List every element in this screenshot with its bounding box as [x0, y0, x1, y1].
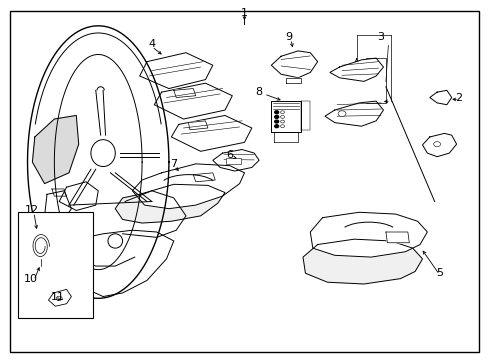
Polygon shape — [300, 101, 310, 130]
Polygon shape — [154, 83, 232, 119]
Polygon shape — [310, 212, 427, 257]
Text: 11: 11 — [51, 292, 65, 302]
Circle shape — [280, 125, 284, 128]
Text: 9: 9 — [284, 32, 291, 41]
Polygon shape — [212, 149, 259, 171]
Text: 10: 10 — [24, 274, 38, 284]
Polygon shape — [325, 101, 383, 126]
Bar — [18, 212, 93, 318]
Polygon shape — [273, 132, 298, 142]
Circle shape — [433, 141, 440, 147]
Polygon shape — [303, 239, 422, 284]
Circle shape — [56, 296, 62, 301]
Polygon shape — [429, 90, 451, 105]
Polygon shape — [285, 78, 300, 83]
Polygon shape — [171, 116, 251, 151]
Polygon shape — [193, 173, 215, 182]
Polygon shape — [173, 89, 195, 98]
Circle shape — [274, 116, 278, 118]
Polygon shape — [422, 134, 456, 157]
Circle shape — [274, 111, 278, 114]
Text: 2: 2 — [454, 93, 462, 103]
Circle shape — [274, 125, 278, 128]
Text: 3: 3 — [377, 32, 384, 41]
Bar — [226, 158, 241, 164]
Text: 12: 12 — [25, 206, 40, 216]
Text: 7: 7 — [170, 159, 177, 169]
Polygon shape — [271, 51, 317, 78]
Text: 8: 8 — [255, 87, 262, 97]
Polygon shape — [188, 121, 207, 130]
Circle shape — [337, 111, 345, 117]
Circle shape — [274, 120, 278, 123]
Polygon shape — [32, 116, 79, 184]
Polygon shape — [140, 53, 212, 89]
Circle shape — [280, 116, 284, 118]
Polygon shape — [48, 289, 71, 306]
Polygon shape — [132, 164, 244, 209]
Polygon shape — [329, 58, 383, 81]
Text: 1: 1 — [241, 8, 247, 18]
Text: 5: 5 — [435, 268, 442, 278]
Circle shape — [280, 111, 284, 114]
Polygon shape — [271, 101, 300, 132]
Polygon shape — [385, 232, 408, 243]
Circle shape — [280, 120, 284, 123]
Polygon shape — [115, 184, 224, 223]
Text: 4: 4 — [148, 39, 155, 49]
Text: 6: 6 — [226, 150, 233, 160]
Ellipse shape — [108, 234, 122, 248]
Ellipse shape — [91, 140, 115, 167]
